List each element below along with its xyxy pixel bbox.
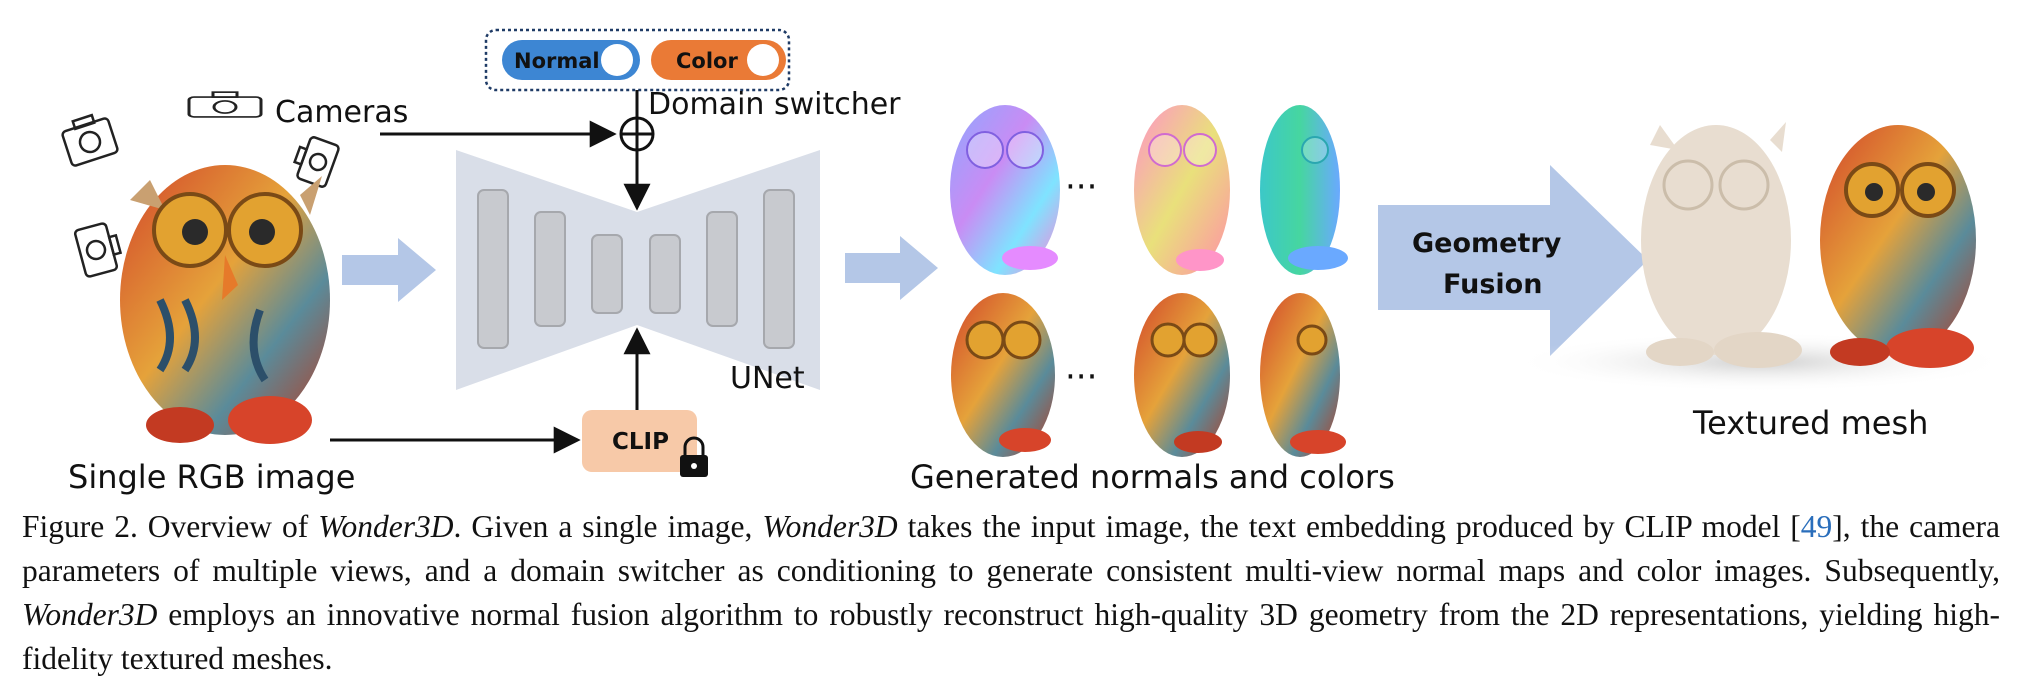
cameras-label: Cameras bbox=[275, 95, 408, 130]
unet-shape bbox=[456, 150, 820, 390]
plus-circle-icon bbox=[619, 116, 655, 152]
untextured-mesh bbox=[1641, 122, 1802, 368]
clip-label: CLIP bbox=[612, 429, 669, 455]
toggle-color[interactable]: Color bbox=[651, 40, 786, 80]
input-arrow bbox=[342, 238, 436, 302]
generated-normal-view bbox=[1134, 105, 1230, 275]
input-owl-image bbox=[120, 165, 330, 444]
generated-normal-view bbox=[1260, 105, 1348, 275]
clip-box bbox=[582, 410, 697, 472]
textured-mesh bbox=[1820, 125, 1976, 368]
camera-icon bbox=[292, 136, 340, 188]
figure-caption: Figure 2. Overview of Wonder3D. Given a … bbox=[22, 505, 2000, 681]
ellipsis-top: ··· bbox=[1065, 167, 1097, 207]
caption-method-name: Wonder3D bbox=[318, 509, 454, 544]
ellipsis-bottom: ··· bbox=[1065, 357, 1097, 397]
fusion-label-line1: Geometry bbox=[1412, 228, 1562, 259]
caption-part2: takes the input image, the text embeddin… bbox=[897, 509, 1801, 544]
input-label: Single RGB image bbox=[68, 458, 355, 496]
camera-icon bbox=[187, 91, 263, 118]
generated-color-view bbox=[1134, 293, 1230, 457]
fusion-label-line2: Fusion bbox=[1443, 269, 1542, 300]
camera-icon bbox=[73, 222, 123, 278]
generated-color-view bbox=[1260, 293, 1346, 457]
domain-switcher-label: Domain switcher bbox=[648, 87, 901, 122]
caption-part4: employs an innovative normal fusion algo… bbox=[22, 597, 2000, 676]
output-label: Textured mesh bbox=[1692, 404, 1928, 442]
camera-icon bbox=[61, 113, 119, 167]
caption-method-name: Wonder3D bbox=[762, 509, 898, 544]
overview-figure: Cameras Single RGB image Normal Color Do… bbox=[61, 28, 2010, 496]
caption-method-name: Wonder3D bbox=[22, 597, 158, 632]
caption-prefix: Figure 2. Overview of bbox=[22, 509, 319, 544]
lock-icon bbox=[680, 436, 708, 477]
caption-part3: ], the camera parameters of multiple vie… bbox=[22, 509, 2000, 588]
unet-output-arrow bbox=[845, 236, 938, 300]
toggle-normal-label: Normal bbox=[514, 49, 600, 73]
unet-label: UNet bbox=[730, 361, 805, 396]
unet-blocks bbox=[477, 189, 795, 349]
toggle-normal[interactable]: Normal bbox=[502, 40, 640, 80]
toggle-color-label: Color bbox=[676, 49, 738, 73]
generated-color-view bbox=[951, 293, 1055, 457]
geometry-fusion-arrow bbox=[1378, 165, 1648, 356]
caption-part1: . Given a single image, bbox=[453, 509, 763, 544]
generated-normal-view bbox=[950, 105, 1060, 275]
citation-link[interactable]: 49 bbox=[1800, 509, 1833, 544]
generated-label: Generated normals and colors bbox=[910, 458, 1395, 496]
